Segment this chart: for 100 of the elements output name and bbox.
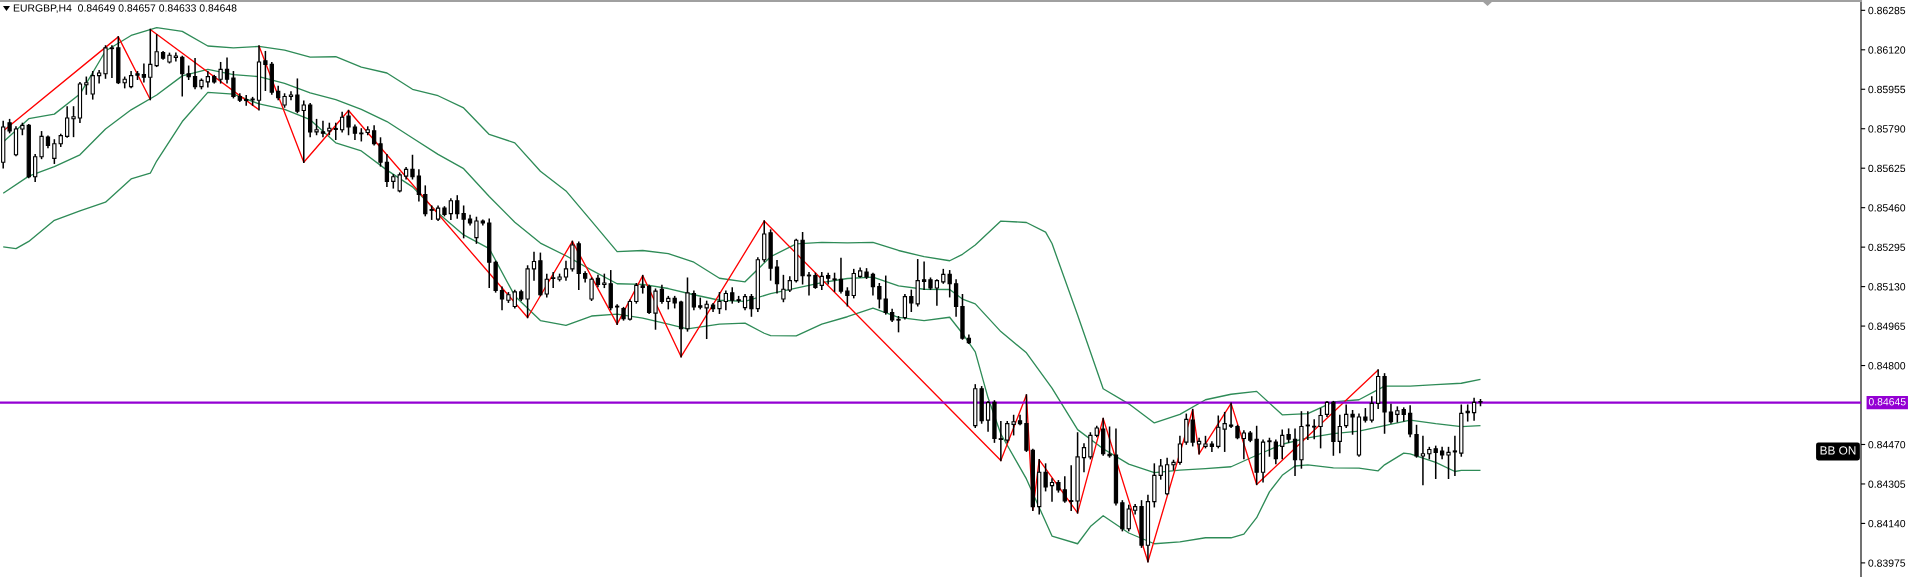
candlestick xyxy=(1414,424,1419,458)
candlestick xyxy=(1318,408,1323,449)
candlestick xyxy=(749,293,754,317)
chart-title: EURGBP,H4 0.84649 0.84657 0.84633 0.84648 xyxy=(13,4,237,13)
candlestick xyxy=(985,400,991,432)
candlestick xyxy=(806,271,812,296)
candlestick xyxy=(902,293,908,320)
candlestick xyxy=(1069,465,1074,512)
candlestick xyxy=(1292,428,1298,477)
candlestick xyxy=(1446,446,1451,479)
candlestick xyxy=(921,261,927,291)
candlestick xyxy=(1062,476,1067,503)
candlestick xyxy=(774,260,780,294)
candlestick xyxy=(691,290,697,311)
candlestick xyxy=(71,106,76,138)
candlestick xyxy=(96,70,102,84)
candlestick xyxy=(224,57,230,84)
y-tick-label: 0.83975 xyxy=(1868,559,1906,567)
candlestick xyxy=(998,420,1004,462)
y-tick-label: 0.85625 xyxy=(1868,164,1906,173)
y-tick-label: 0.85460 xyxy=(1868,204,1906,212)
y-tick-label: 0.86120 xyxy=(1868,46,1906,54)
candlestick xyxy=(52,139,57,164)
candlestick xyxy=(589,277,594,302)
y-tick-label: 0.85130 xyxy=(1868,283,1906,291)
candlestick xyxy=(1228,402,1234,429)
candlestick xyxy=(826,272,831,285)
candlestick xyxy=(1280,429,1285,460)
candlestick xyxy=(1011,414,1016,436)
candlestick xyxy=(551,271,556,289)
candlestick xyxy=(295,78,300,114)
candlestick xyxy=(627,299,633,321)
candlestick xyxy=(1107,426,1112,458)
candlestick xyxy=(192,58,198,90)
candlestick xyxy=(934,279,940,306)
candlestick xyxy=(109,45,115,79)
candlestick xyxy=(339,111,345,133)
candlestick xyxy=(953,279,959,317)
candlestick xyxy=(1337,414,1342,454)
candlestick xyxy=(717,292,722,314)
candlestick xyxy=(653,288,658,330)
candlestick xyxy=(544,273,549,298)
candlestick xyxy=(474,216,479,244)
candlestick xyxy=(614,304,620,325)
candlestick xyxy=(851,268,856,299)
y-tick-label: 0.84800 xyxy=(1868,362,1906,370)
candlestick xyxy=(781,274,786,303)
candlestick xyxy=(1407,405,1413,438)
y-tick-label: 0.84470 xyxy=(1868,440,1906,449)
candlestick xyxy=(1471,397,1477,421)
y-tick-label: 0.85955 xyxy=(1868,85,1906,94)
candlestick xyxy=(1088,432,1093,460)
candlestick xyxy=(416,169,422,202)
candlestick xyxy=(1043,463,1048,492)
candlestick xyxy=(1196,437,1202,455)
candlestick xyxy=(231,71,236,99)
candlestick xyxy=(301,100,306,163)
candlestick xyxy=(1305,411,1310,440)
y-tick-label: 0.85790 xyxy=(1868,125,1906,133)
candlestick xyxy=(1452,435,1458,477)
candlestick xyxy=(1126,504,1131,532)
candlestick xyxy=(346,109,351,136)
candlestick xyxy=(320,120,326,138)
candlestick xyxy=(1420,435,1426,486)
candlestick xyxy=(378,137,383,167)
candlestick xyxy=(244,94,249,106)
annotation: BB ON xyxy=(1820,446,1856,455)
candlestick xyxy=(1350,409,1355,435)
candlestick xyxy=(570,240,575,272)
y-tick-label: 0.86285 xyxy=(1868,6,1906,15)
y-tick-label: 0.84965 xyxy=(1868,322,1906,330)
y-tick-label: 0.84140 xyxy=(1868,519,1906,528)
candlestick xyxy=(384,154,390,187)
candlestick xyxy=(141,63,147,83)
line-series xyxy=(2,26,1482,424)
candlestick xyxy=(1241,430,1247,460)
candlestick xyxy=(870,272,876,296)
candlestick xyxy=(1388,403,1394,424)
candlestick xyxy=(1209,441,1215,452)
candlestick xyxy=(1005,420,1010,443)
candlestick xyxy=(531,251,537,281)
candlestick xyxy=(1177,435,1183,465)
y-tick-label: 0.84305 xyxy=(1868,480,1906,488)
candlestick xyxy=(723,290,729,311)
candlestick xyxy=(563,260,569,281)
candlestick xyxy=(218,61,223,84)
candlestick xyxy=(410,154,415,180)
candlestick xyxy=(288,91,294,101)
candlestick xyxy=(371,125,377,146)
ref-line-label: 0.84645 xyxy=(1868,398,1906,406)
candlestick xyxy=(1369,396,1374,423)
candlestick xyxy=(1049,478,1055,502)
candlestick xyxy=(173,52,179,62)
candlestick xyxy=(263,50,268,91)
candlestick xyxy=(1273,439,1278,465)
candlestick xyxy=(838,257,844,294)
candlestick xyxy=(1081,443,1087,473)
candlestick xyxy=(33,154,38,183)
candlestick xyxy=(39,131,44,160)
y-tick-label: 0.85295 xyxy=(1868,243,1906,252)
